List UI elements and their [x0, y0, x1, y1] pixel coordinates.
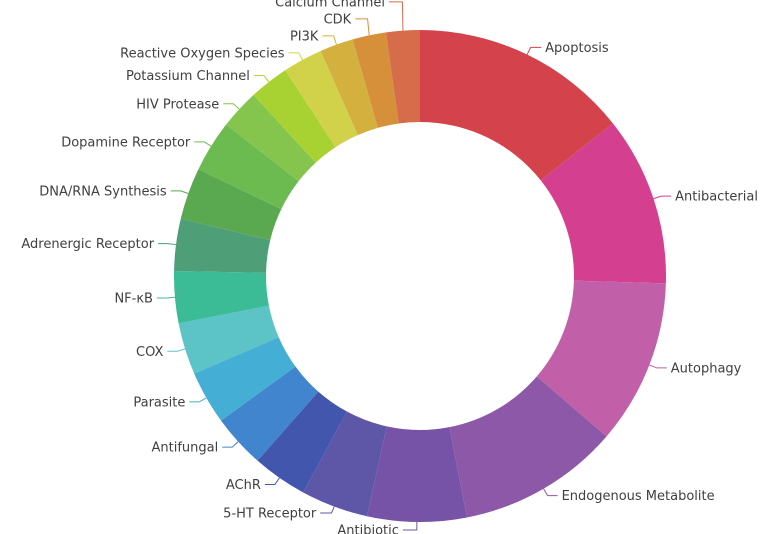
slice-parasite[interactable]	[194, 337, 296, 421]
leader-lines-group	[156, 1, 672, 531]
slice-cdk[interactable]	[352, 32, 399, 128]
label-apoptosis: Apoptosis	[545, 41, 609, 56]
label-pi3k: PI3K	[290, 29, 319, 44]
label-reactive-oxygen-species: Reactive Oxygen Species	[120, 46, 285, 61]
slice-5-ht-receptor[interactable]	[303, 411, 387, 517]
label-achr: AChR	[226, 478, 261, 493]
slice-adrenergic-receptor[interactable]	[174, 218, 271, 273]
label-hiv-protease: HIV Protease	[136, 97, 219, 112]
slice-potassium-channel[interactable]	[253, 70, 336, 163]
leader-line-5-ht-receptor	[320, 506, 335, 514]
slice-antibacterial[interactable]	[540, 123, 666, 284]
label-potassium-channel: Potassium Channel	[126, 69, 250, 84]
slice-autophagy[interactable]	[536, 280, 666, 437]
slice-cox[interactable]	[178, 305, 279, 374]
label-adrenergic-receptor: Adrenergic Receptor	[21, 237, 154, 252]
label-autophagy: Autophagy	[671, 361, 742, 376]
label-antibacterial: Antibacterial	[675, 190, 758, 205]
slice-calcium-channel[interactable]	[386, 30, 420, 124]
leader-line-cdk	[355, 18, 370, 36]
slice-reactive-oxygen-species[interactable]	[285, 50, 358, 148]
slice-apoptosis[interactable]	[420, 30, 613, 181]
slices-group	[173, 30, 666, 522]
leader-line-dopamine-receptor	[194, 141, 212, 147]
leader-line-hiv-protease	[223, 103, 240, 110]
leader-line-autophagy	[649, 364, 667, 369]
slice-dopamine-receptor[interactable]	[198, 124, 299, 210]
slice-achr[interactable]	[257, 391, 347, 493]
slice-hiv-protease[interactable]	[226, 94, 316, 182]
slice-antibiotic[interactable]	[366, 426, 467, 522]
leader-line-antifungal	[222, 441, 239, 448]
label-antifungal: Antifungal	[152, 441, 219, 456]
leader-line-cox	[167, 348, 186, 352]
leader-line-potassium-channel	[253, 75, 270, 83]
leader-line-antibacterial	[653, 195, 672, 200]
labels-group: Apoptosis Antibacterial Autophagy Endogenou…	[21, 0, 758, 534]
slice-endogenous-metabolite[interactable]	[449, 376, 607, 518]
label-dopamine-receptor: Dopamine Receptor	[61, 135, 191, 150]
leader-line-pi3k	[322, 35, 337, 45]
leader-line-achr	[264, 477, 280, 485]
label-nf-b: NF-κB	[114, 292, 152, 307]
slice-dna-rna-synthesis[interactable]	[180, 169, 282, 241]
slice-nf-b[interactable]	[173, 270, 269, 324]
label-antibiotic: Antibiotic	[337, 524, 399, 534]
leader-line-adrenergic-receptor	[158, 243, 177, 246]
label-cdk: CDK	[324, 12, 352, 27]
label-calcium-channel: Calcium Channel	[275, 0, 385, 10]
label-parasite: Parasite	[133, 395, 185, 410]
leader-line-reactive-oxygen-species	[288, 52, 303, 61]
leader-line-apoptosis	[526, 46, 542, 55]
slice-antifungal[interactable]	[221, 366, 319, 461]
label-5-ht-receptor: 5-HT Receptor	[223, 507, 317, 522]
leader-line-antibiotic	[402, 521, 418, 531]
label-endogenous-metabolite: Endogenous Metabolite	[562, 489, 715, 504]
slice-pi3k[interactable]	[320, 39, 378, 136]
leader-line-dna-rna-synthesis	[170, 190, 189, 194]
leader-line-parasite	[189, 397, 207, 403]
leader-line-calcium-channel	[388, 1, 404, 31]
label-dna-rna-synthesis: DNA/RNA Synthesis	[39, 184, 167, 199]
leader-line-endogenous-metabolite	[543, 488, 558, 497]
leader-line-nf-b	[156, 296, 175, 299]
label-cox: COX	[136, 345, 163, 360]
